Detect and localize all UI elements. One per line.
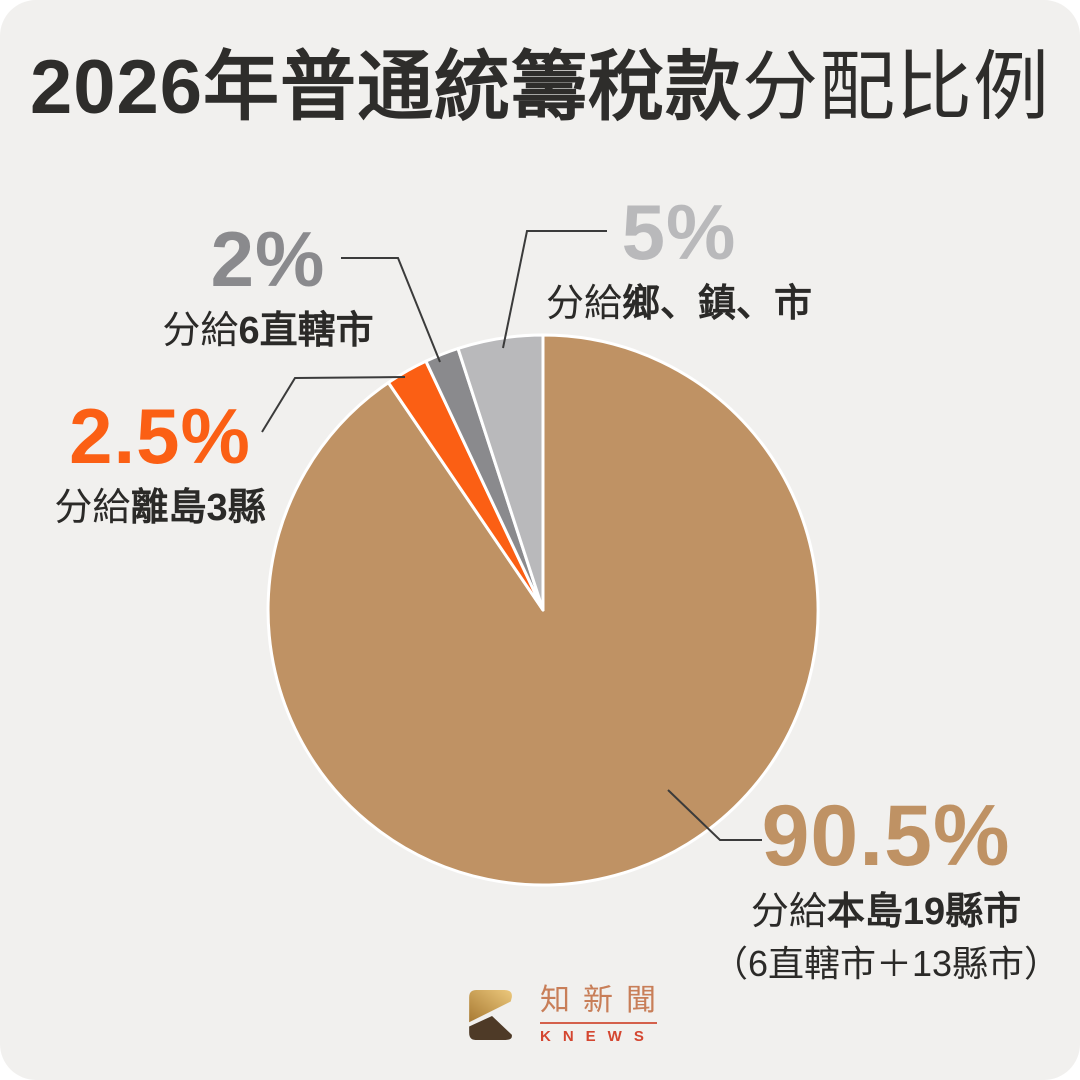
pct-label-5: 分給鄉、鎮、市	[545, 283, 813, 325]
connector-line-90-5pct	[667, 789, 762, 841]
page-title-light: 分配比例	[742, 45, 1051, 130]
logo-name-en: KNEWS	[540, 1028, 656, 1045]
page-title: 2026年普通統籌稅款分配比例	[0, 46, 1080, 130]
logo-name-zh: 知新聞	[540, 984, 669, 1017]
pie-slice-5pct	[456, 333, 545, 612]
pct-label-2: 分給6直轄市	[162, 310, 374, 352]
callout-outlying-islands: 2.5% 分給離島3縣	[54, 397, 265, 531]
connector-line-2-5pct	[261, 376, 406, 433]
page-title-strong: 2026年普通統籌稅款	[29, 45, 743, 130]
callout-main-island: 90.5% 分給本島19縣市 （6直轄市＋13縣市）	[712, 793, 1060, 984]
pct-value-90-5: 90.5%	[761, 788, 1011, 884]
connector-line-5pct	[502, 230, 607, 349]
pie-slice-group	[266, 333, 820, 887]
knews-logo-text: 知新聞 KNEWS	[540, 986, 669, 1044]
callout-townships: 5% 分給鄉、鎮、市	[546, 193, 812, 327]
pct-value-2-5: 2.5%	[69, 392, 251, 480]
knews-logo: 知新聞 KNEWS	[468, 986, 669, 1044]
pct-note-90-5: （6直轄市＋13縣市）	[711, 942, 1061, 984]
pct-label-2-5: 分給離島3縣	[54, 487, 266, 529]
pct-label-90-5: 分給本島19縣市	[750, 891, 1022, 933]
logo-divider	[540, 1022, 657, 1024]
callout-municipalities: 2% 分給6直轄市	[162, 220, 373, 354]
pct-value-5: 5%	[621, 188, 737, 276]
pct-value-2: 2%	[210, 215, 326, 303]
knews-logo-icon	[469, 990, 512, 1040]
connector-line-2pct	[341, 257, 441, 363]
